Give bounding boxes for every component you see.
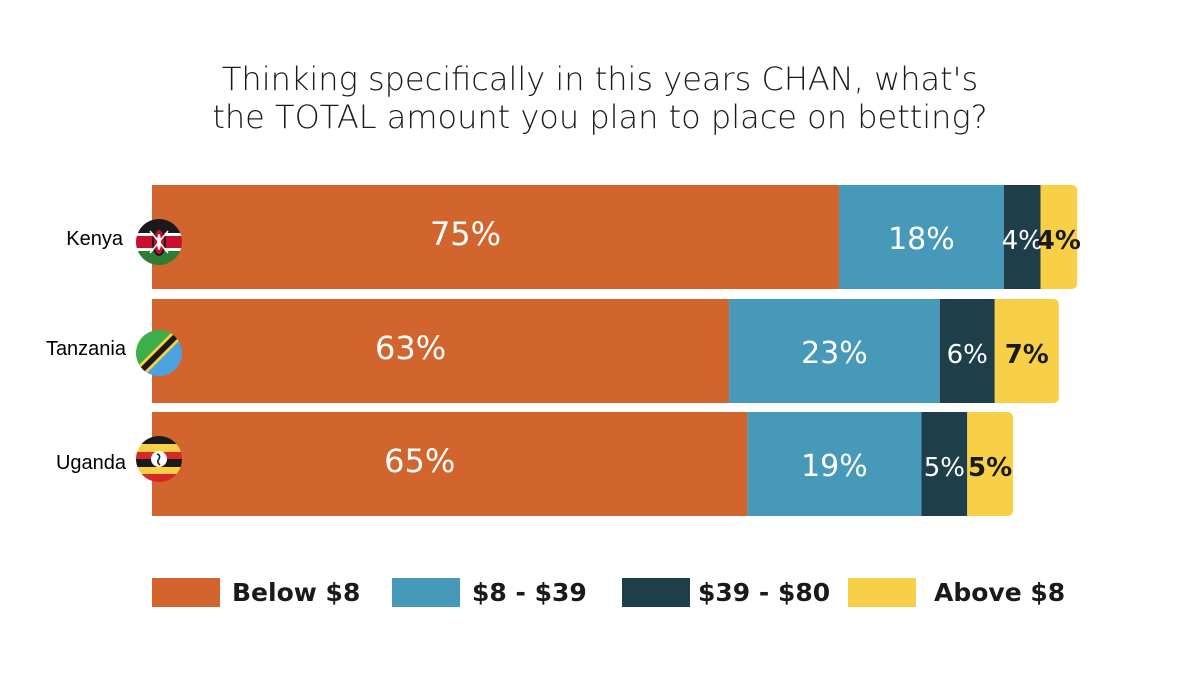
bar-tanzania-1 [729,299,940,403]
data-label-uganda-3: 5% [968,453,1012,483]
data-label-kenya-2: 4% [1002,226,1043,256]
data-label-kenya-3: 4% [1037,226,1081,256]
legend-swatch-8-39 [392,578,460,607]
bar-kenya-3 [1040,185,1078,289]
uganda-flag-icon [136,436,182,482]
legend: Below $8 $8 - $39 $39 - $80 Above $8 [0,578,1200,614]
bar-tanzania-0 [152,299,730,403]
category-label-kenya: Kenya [66,228,123,250]
tanzania-flag-icon [136,330,182,376]
bar-uganda-3 [967,412,1014,516]
data-label-uganda-1: 19% [801,449,868,484]
category-label-tanzania: Tanzania [45,338,126,360]
data-label-uganda-0: 65% [384,442,455,480]
data-label-kenya-0: 75% [430,215,501,253]
bar-tanzania-3 [994,299,1059,403]
legend-swatch-39-80 [622,578,690,607]
legend-label-8-39: $8 - $39 [472,578,587,607]
bar-tanzania-2 [939,299,995,403]
bar-uganda-2 [921,412,968,516]
category-label-uganda: Uganda [55,452,126,474]
legend-label-above-8: Above $8 [934,578,1066,607]
data-label-tanzania-3: 7% [1005,340,1049,370]
data-label-tanzania-2: 6% [947,340,988,370]
bar-kenya-0 [152,185,839,289]
data-label-uganda-2: 5% [924,453,965,483]
stacked-bar-chart: 75% 18% 4%4% 63% 23% 6% 7% 65% 19% 5% 5% [152,185,1081,516]
legend-swatch-above-8 [848,578,916,607]
kenya-flag-icon [136,219,182,265]
legend-swatch-below-8 [152,578,220,607]
legend-label-below-8: Below $8 [232,578,361,607]
data-label-tanzania-0: 63% [375,329,446,367]
bar-uganda-0 [152,412,748,516]
chart-title-line-1: Thinking specifically in this years CHAN… [221,60,979,98]
legend-label-39-80: $39 - $80 [698,578,831,607]
bar-kenya-2 [1003,185,1041,289]
data-label-kenya-1: 18% [888,222,955,257]
bar-kenya-1 [839,185,1004,289]
bar-uganda-1 [747,412,922,516]
chart-title-line-2: the TOTAL amount you plan to place on be… [212,98,988,136]
data-label-tanzania-1: 23% [801,336,868,371]
chart-title: Thinking specifically in this years CHAN… [150,60,1050,136]
